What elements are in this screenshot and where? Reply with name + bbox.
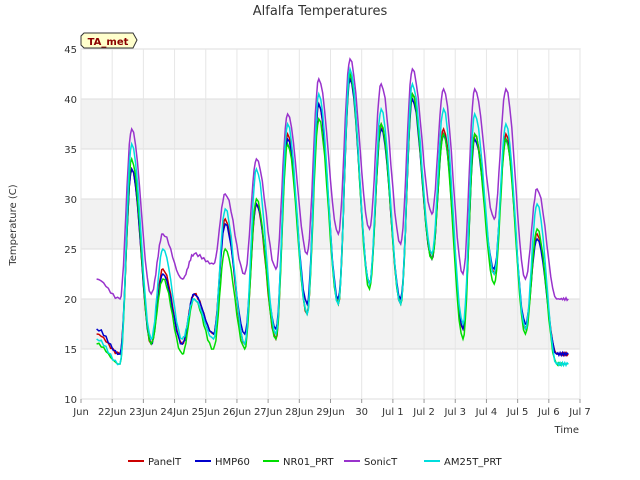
x-tick-label: Jul 4: [475, 407, 498, 418]
x-tick-label: 22Jun: [98, 407, 126, 418]
y-tick-label: 10: [64, 395, 77, 406]
series-lines: [96, 57, 569, 368]
x-tick-label: Jul 6: [537, 407, 560, 418]
legend-label: AM25T_PRT: [444, 457, 503, 468]
ta-met-badge: TA_met: [80, 32, 138, 49]
y-tick-label: 15: [64, 345, 77, 356]
x-axis-ticks: Jun 22Jun 23Jun 24Jun 25Jun 26Jun 27Jun 28Jun 29…: [72, 399, 591, 418]
y-tick-label: 20: [64, 295, 77, 306]
legend: PanelT HMP60 NR01_PRT SonicT AM25T_PRT: [128, 457, 503, 468]
y-tick-label: 45: [64, 45, 77, 56]
y-tick-label: 30: [64, 195, 77, 206]
series-line-sonict: [96, 57, 569, 302]
x-tick-label: 30: [355, 407, 368, 418]
x-tick-label: Jul 1: [381, 407, 404, 418]
series-line-hmp60: [96, 76, 569, 358]
x-tick-label: 26Jun: [223, 407, 251, 418]
badge-label: TA_met: [88, 37, 129, 48]
badge-shape: [80, 32, 138, 49]
y-tick-label: 35: [64, 145, 77, 156]
x-tick-label: 23Jun: [129, 407, 157, 418]
y-tick-label: 40: [64, 95, 77, 106]
x-tick-label: 27Jun: [254, 407, 282, 418]
legend-label: NR01_PRT: [283, 457, 334, 468]
x-tick-label: Jul 5: [506, 407, 529, 418]
chart-title: Alfalfa Temperatures: [253, 4, 388, 19]
x-tick-label: 29Jun: [316, 407, 344, 418]
series-line-am25t-prt: [96, 66, 569, 368]
x-tick-label: 24Jun: [160, 407, 188, 418]
x-tick-label: Jul 3: [443, 407, 466, 418]
x-axis-label: Time: [554, 425, 579, 436]
x-tick-label: 28Jun: [285, 407, 313, 418]
y-tick-label: 25: [64, 245, 77, 256]
legend-label: SonicT: [364, 457, 398, 468]
legend-label: PanelT: [148, 457, 182, 468]
y-axis-ticks: 10 15 20 25 30 35 40 45: [64, 45, 77, 406]
legend-label: HMP60: [215, 457, 250, 468]
y-axis-label: Temperature (C): [8, 184, 19, 266]
x-tick-label: Jul 2: [412, 407, 435, 418]
x-tick-label: 25Jun: [192, 407, 220, 418]
x-tick-label: Jun: [72, 407, 89, 418]
x-tick-label: Jul 7: [568, 407, 591, 418]
